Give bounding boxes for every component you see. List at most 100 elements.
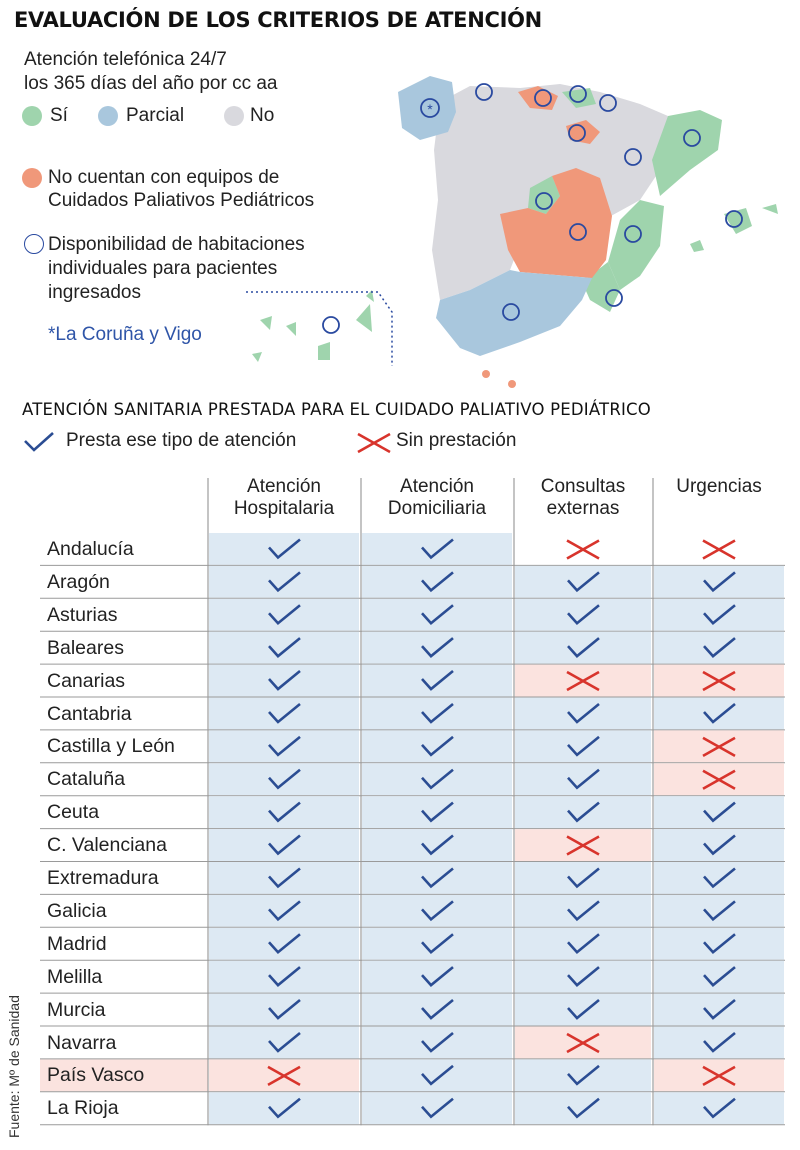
check-mark (268, 1031, 301, 1053)
table-cell (362, 862, 512, 894)
table-cell (362, 664, 512, 697)
table-cell (515, 631, 651, 664)
ring-cantabria (534, 89, 552, 107)
check-mark (703, 604, 736, 626)
check-mark (567, 867, 600, 889)
check-mark (268, 867, 301, 889)
table-cell (209, 894, 359, 927)
map-murcia (582, 262, 620, 312)
cross-mark (566, 539, 600, 560)
section-title: ATENCIÓN SANITARIA PRESTADA PARA EL CUID… (22, 400, 651, 419)
check-mark (421, 1031, 454, 1053)
check-mark (268, 702, 301, 724)
ring-la-rioja (568, 124, 586, 142)
table-cell (209, 697, 359, 730)
check-mark (268, 571, 301, 593)
table-cell (362, 730, 512, 763)
cross-key-label: Sin prestación (396, 430, 517, 451)
map-baleares (690, 204, 778, 252)
table-cell (209, 763, 359, 796)
check-mark (703, 1031, 736, 1053)
check-mark (421, 604, 454, 626)
check-mark (421, 999, 454, 1020)
check-mark (421, 933, 454, 955)
table-cell (362, 829, 512, 861)
map-ceuta (482, 370, 490, 378)
ring-baleares (725, 210, 743, 228)
check-mark (567, 1064, 600, 1086)
row-label: Aragón (47, 570, 110, 593)
table-cell (209, 631, 359, 664)
cross-mark (566, 1032, 600, 1054)
check-mark (703, 637, 736, 658)
check-mark (268, 999, 301, 1020)
table-cell (362, 631, 512, 664)
row-label: Madrid (47, 932, 107, 955)
table-cell (209, 1026, 359, 1059)
no-label: No (250, 105, 275, 126)
table-cell (362, 1026, 512, 1059)
yes-swatch (22, 106, 42, 126)
row-label: Asturias (47, 603, 118, 626)
check-mark (421, 571, 454, 593)
check-mark (421, 1097, 454, 1119)
check-mark (421, 801, 454, 823)
check-mark (421, 735, 454, 757)
ring-navarra (599, 94, 617, 112)
check-mark (421, 637, 454, 658)
row-label: Navarra (47, 1031, 117, 1054)
phone-legend-line1: Atención telefónica 24/7 (24, 49, 227, 70)
table-cell (209, 1092, 359, 1125)
table-cell (362, 1059, 512, 1092)
cross-mark (267, 1065, 301, 1086)
map-melilla (508, 380, 516, 388)
check-mark (268, 670, 301, 691)
ring-pais-vasco (569, 85, 587, 103)
map-galicia (398, 76, 456, 140)
ring-asturias (475, 83, 493, 101)
row-label: Andalucía (47, 538, 134, 560)
check-mark (567, 768, 600, 790)
col-header-hospitalaria: Atención Hospitalaria (233, 476, 335, 519)
check-mark (421, 966, 454, 987)
row-label: Castilla y León (47, 735, 175, 758)
row-label: Extremadura (47, 867, 159, 889)
table-cell (515, 894, 651, 927)
row-highlight (40, 1059, 208, 1092)
check-mark (567, 933, 600, 955)
check-mark (268, 1097, 301, 1119)
table-cell (515, 960, 651, 993)
map-castilla-la-mancha (500, 168, 612, 278)
ring-madrid (535, 192, 553, 210)
check-key-icon (24, 432, 54, 452)
rooms-ring-icon (24, 234, 44, 254)
ring-murcia (605, 289, 623, 307)
map-cataluna (652, 110, 722, 196)
check-mark (567, 801, 600, 823)
source-credit: Fuente: Mº de Sanidad (6, 995, 22, 1138)
table-cell (654, 1092, 784, 1125)
ring-canarias (322, 316, 340, 334)
check-mark (703, 900, 736, 922)
table-cell (362, 927, 512, 960)
footnote-coruna-vigo: *La Coruña y Vigo (48, 324, 202, 345)
table-cell (654, 927, 784, 960)
table-cell (654, 1026, 784, 1059)
partial-swatch (98, 106, 118, 126)
check-mark (421, 1064, 454, 1086)
check-mark (421, 867, 454, 889)
cross-key-icon (357, 432, 391, 454)
table-cell (515, 730, 651, 763)
table-cell (209, 862, 359, 894)
galicia-asterisk: * (427, 101, 433, 117)
table-cell (515, 993, 651, 1026)
table-cell (654, 598, 784, 631)
check-mark (268, 834, 301, 856)
check-mark (268, 933, 301, 955)
table-cell (209, 993, 359, 1026)
check-mark (703, 867, 736, 889)
ring-castilla-la-mancha (569, 223, 587, 241)
check-mark (567, 999, 600, 1020)
no-teams-line2: Cuidados Paliativos Pediátricos (48, 190, 315, 211)
map-valencia (608, 200, 664, 290)
